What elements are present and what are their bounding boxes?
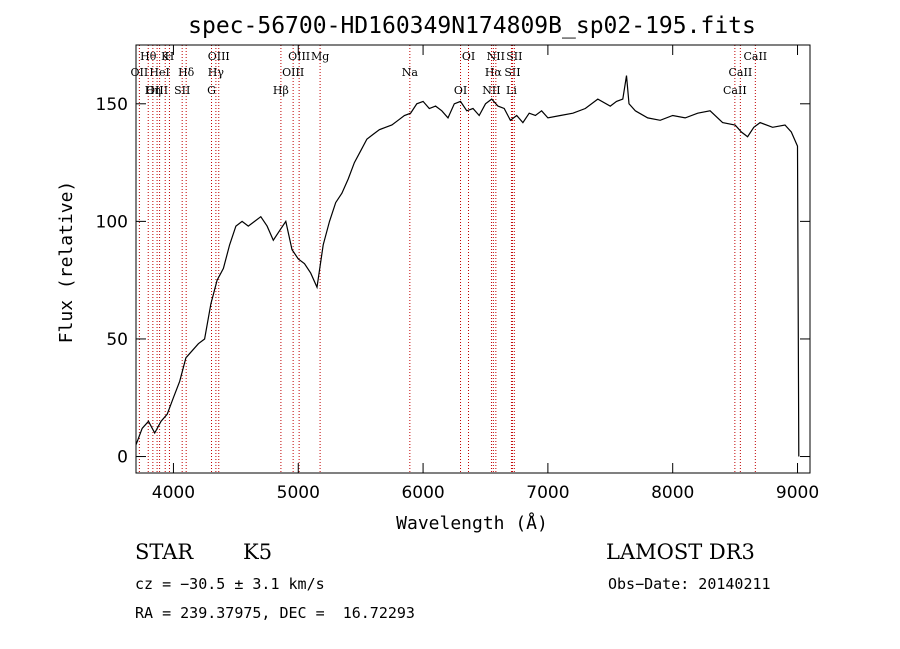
survey-name: LAMOST DR3	[606, 540, 755, 564]
plot-frame	[135, 44, 811, 474]
marker-label: Hη	[145, 84, 161, 97]
spectrum-line	[135, 75, 800, 457]
y-tick-label: 50	[106, 330, 128, 350]
marker-label: Hθ	[140, 50, 157, 63]
marker-label: HeI	[149, 66, 169, 79]
x-tick-label: 5000	[277, 483, 320, 503]
marker-label: Li	[506, 84, 517, 97]
y-tick-label: 0	[117, 448, 128, 468]
x-tick-label: 7000	[526, 483, 569, 503]
marker-label: OIII	[288, 50, 310, 63]
x-tick-label: 8000	[651, 483, 694, 503]
y-tick-label: 150	[96, 95, 128, 115]
subclass: K5	[243, 540, 273, 564]
marker-label: Na	[402, 66, 419, 79]
x-tick-label: 4000	[152, 483, 195, 503]
marker-label: NII	[487, 50, 505, 63]
marker-label: OIII	[146, 84, 168, 97]
marker-label: SII	[506, 50, 522, 63]
marker-label: CaII	[743, 50, 767, 63]
marker-label: SII	[504, 66, 520, 79]
obs-date: Obs−Date: 20140211	[608, 575, 771, 593]
line-markers: Hθ OII OIII K HeI Hη HHδ SII OIII Hγ G OIII OIII Hβ Mg…	[131, 45, 767, 473]
marker-label: SII	[174, 84, 190, 97]
redshift-text: cz = −30.5 ± 3.1 km/s	[135, 575, 325, 593]
marker-label: Hγ	[208, 66, 225, 79]
marker-label: Hα	[485, 66, 503, 79]
marker-label: OII	[131, 66, 149, 79]
marker-label: OI	[462, 50, 475, 63]
x-axis-label: Wavelength (Å)	[396, 512, 548, 534]
object-type: STAR	[135, 540, 194, 564]
y-axis-label: Flux (relative)	[56, 181, 77, 344]
x-tick-label: 9000	[776, 483, 819, 503]
marker-label: Mg	[311, 50, 329, 63]
coordinates: RA = 239.37975, DEC = 16.72293	[135, 604, 415, 622]
marker-label: OI	[454, 84, 467, 97]
marker-label: CaII	[729, 66, 753, 79]
marker-label: Hβ	[273, 84, 289, 97]
series-layer	[135, 75, 800, 457]
chart-title: spec-56700-HD160349N174809B_sp02-195.fit…	[188, 13, 756, 39]
marker-label: CaII	[723, 84, 747, 97]
marker-label: G	[207, 84, 216, 97]
x-tick-label: 6000	[401, 483, 444, 503]
marker-label: K	[161, 50, 170, 63]
marker-label: Hδ	[178, 66, 195, 79]
marker-label: H	[165, 50, 175, 63]
marker-label: OIII	[282, 66, 304, 79]
axes: 4000 5000 6000 7000 8000 9000 0 50 100 150	[96, 45, 819, 503]
y-tick-label: 100	[96, 212, 128, 232]
marker-label: NII	[482, 84, 500, 97]
marker-label: OIII	[208, 50, 230, 63]
